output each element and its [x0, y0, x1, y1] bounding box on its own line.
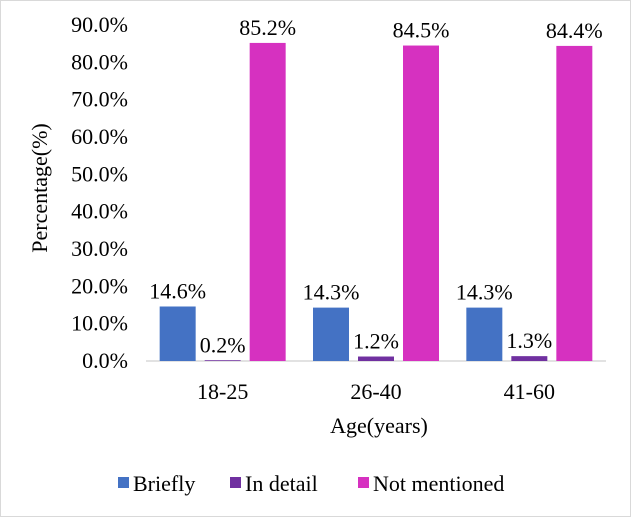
data-label: 0.2% — [200, 332, 246, 357]
legend-label: Not mentioned — [373, 471, 504, 496]
bar-not-mentioned — [249, 42, 286, 362]
y-tick-label: 40.0% — [71, 199, 128, 224]
data-label: 85.2% — [239, 15, 296, 40]
legend-label: Briefly — [133, 471, 195, 496]
y-tick-label: 60.0% — [71, 124, 128, 149]
bar-in-detail — [358, 356, 394, 361]
data-label: 84.4% — [546, 18, 603, 43]
bar-not-mentioned — [556, 45, 593, 361]
data-labels: 14.6% 0.2% 85.2% 14.3% 1.2% 84.5% 14.3% 1.3% 84.… — [149, 15, 602, 357]
bar-in-detail — [511, 356, 548, 361]
data-label: 84.5% — [393, 18, 450, 43]
y-tick-labels: 0.0% 10.0% 20.0% 30.0% 40.0% 50.0% 60.0% 70.0% 8… — [71, 12, 128, 373]
legend: Briefly In detail Not mentioned — [118, 471, 504, 496]
legend-label: In detail — [245, 471, 318, 496]
legend-swatch — [118, 477, 129, 488]
bars — [159, 42, 593, 362]
x-tick-label: 26-40 — [350, 379, 401, 404]
legend-swatch — [358, 477, 369, 488]
data-label: 1.2% — [353, 329, 399, 354]
y-tick-label: 70.0% — [71, 87, 128, 112]
y-tick-label: 10.0% — [71, 311, 128, 336]
y-axis-title: Percentage(%) — [27, 123, 52, 252]
data-label: 14.3% — [303, 280, 360, 305]
y-tick-label: 30.0% — [71, 236, 128, 261]
y-tick-label: 50.0% — [71, 161, 128, 186]
data-label: 14.3% — [456, 280, 513, 305]
y-tick-label: 80.0% — [71, 49, 128, 74]
x-axis-title: Age(years) — [330, 413, 428, 438]
x-tick-label: 41-60 — [504, 379, 555, 404]
y-tick-label: 20.0% — [71, 273, 128, 298]
data-label: 1.3% — [506, 328, 552, 353]
x-tick-labels: 18-25 26-40 41-60 — [197, 379, 555, 404]
bar-briefly — [466, 307, 503, 361]
data-label: 14.6% — [149, 278, 206, 303]
bar-not-mentioned — [403, 45, 439, 362]
y-tick-label: 90.0% — [71, 12, 128, 37]
legend-swatch — [230, 477, 241, 488]
y-tick-label: 0.0% — [82, 348, 128, 373]
bar-briefly — [159, 306, 196, 361]
bar-in-detail — [204, 360, 241, 361]
x-tick-label: 18-25 — [197, 379, 248, 404]
bar-briefly — [313, 307, 349, 361]
